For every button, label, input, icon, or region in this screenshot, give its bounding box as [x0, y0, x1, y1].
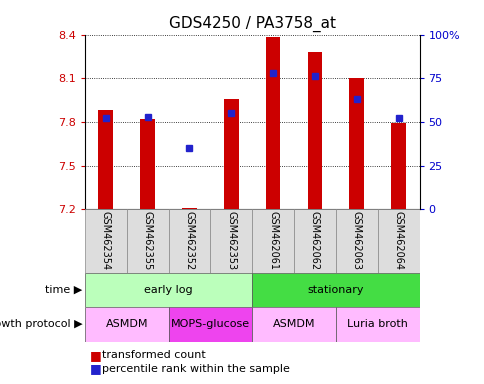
Text: GSM462064: GSM462064: [393, 211, 403, 270]
Bar: [140, 119, 154, 209]
Bar: [126, 209, 168, 273]
Text: growth protocol ▶: growth protocol ▶: [0, 319, 82, 329]
Bar: [252, 209, 293, 273]
Text: Luria broth: Luria broth: [347, 319, 408, 329]
Text: GSM462061: GSM462061: [268, 211, 277, 270]
Bar: [335, 209, 377, 273]
Text: GSM462062: GSM462062: [309, 211, 319, 270]
Bar: [335, 307, 419, 342]
Text: ■: ■: [90, 362, 101, 375]
Text: ASMDM: ASMDM: [105, 319, 148, 329]
Text: GSM462354: GSM462354: [101, 211, 110, 270]
Bar: [210, 209, 252, 273]
Bar: [168, 209, 210, 273]
Bar: [85, 209, 126, 273]
Text: stationary: stationary: [307, 285, 363, 295]
Title: GDS4250 / PA3758_at: GDS4250 / PA3758_at: [168, 16, 335, 32]
Text: GSM462063: GSM462063: [351, 211, 361, 270]
Bar: [224, 99, 238, 209]
Bar: [307, 52, 321, 209]
Bar: [252, 307, 335, 342]
Text: transformed count: transformed count: [102, 350, 205, 360]
Bar: [182, 208, 197, 209]
Bar: [168, 307, 252, 342]
Text: time ▶: time ▶: [45, 285, 82, 295]
Text: GSM462355: GSM462355: [142, 211, 152, 270]
Bar: [265, 38, 280, 209]
Bar: [293, 209, 335, 273]
Text: MOPS-glucose: MOPS-glucose: [170, 319, 249, 329]
Text: GSM462353: GSM462353: [226, 211, 236, 270]
Text: ■: ■: [90, 349, 101, 362]
Bar: [98, 110, 113, 209]
Text: ASMDM: ASMDM: [272, 319, 315, 329]
Bar: [85, 307, 168, 342]
Bar: [349, 78, 363, 209]
Bar: [252, 273, 419, 307]
Text: early log: early log: [144, 285, 193, 295]
Text: GSM462352: GSM462352: [184, 211, 194, 270]
Bar: [377, 209, 419, 273]
Text: percentile rank within the sample: percentile rank within the sample: [102, 364, 289, 374]
Bar: [85, 273, 252, 307]
Bar: [391, 123, 405, 209]
